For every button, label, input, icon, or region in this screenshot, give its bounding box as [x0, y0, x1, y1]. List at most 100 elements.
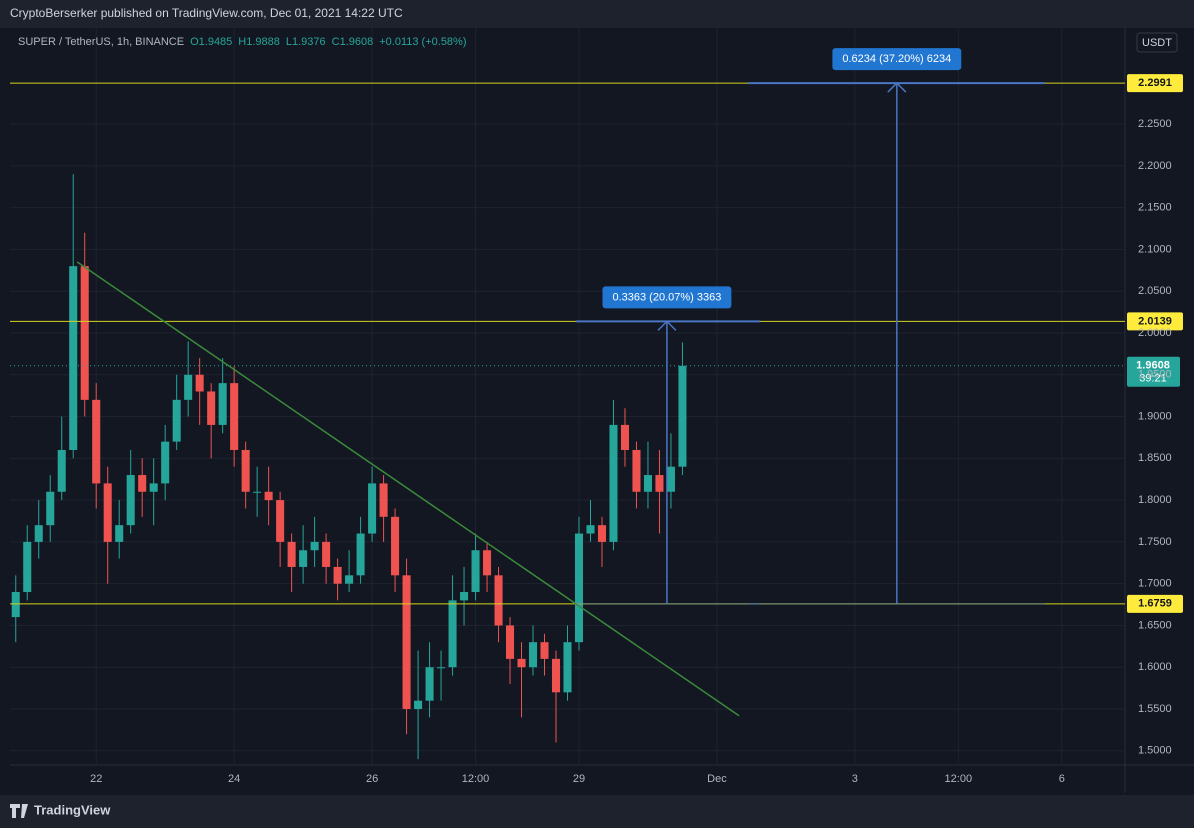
- candle-body: [46, 491, 55, 526]
- candle-body: [368, 483, 377, 534]
- candle-body: [57, 449, 66, 492]
- candle-body: [528, 642, 538, 668]
- candle-body: [506, 625, 515, 659]
- currency-box[interactable]: [1136, 32, 1178, 53]
- candle-body: [287, 541, 296, 567]
- candle-body: [471, 550, 480, 593]
- y-tick-label: 1.5500: [1138, 703, 1172, 715]
- candle-body: [574, 533, 584, 643]
- brand: TradingView: [34, 802, 111, 817]
- candle-body: [92, 399, 101, 484]
- ohlc-value: O1.9485: [190, 36, 232, 48]
- arrow-head: [657, 320, 677, 331]
- candle-body: [437, 667, 446, 669]
- candle-body: [34, 525, 43, 542]
- candle-body: [517, 658, 526, 668]
- candle-body: [253, 491, 262, 493]
- countdown: 39:21: [1139, 373, 1167, 385]
- candle-body: [207, 391, 216, 425]
- candle-body: [172, 399, 181, 442]
- candle-body: [609, 424, 618, 542]
- measure-label-box: [832, 48, 962, 71]
- level-label-box: [1127, 594, 1183, 613]
- y-tick-label: 1.6500: [1138, 619, 1172, 631]
- candle-body: [632, 449, 641, 492]
- level-label: 2.0139: [1138, 315, 1172, 327]
- y-tick-label: 1.8000: [1138, 494, 1172, 506]
- ohlc-value: H1.9888: [238, 36, 280, 48]
- footer-bar: [0, 795, 1194, 828]
- x-tick-label: 6: [1059, 773, 1065, 785]
- y-tick-label: 1.9000: [1138, 410, 1172, 422]
- logo-icon: [10, 804, 28, 818]
- candle-body: [425, 667, 434, 701]
- x-tick-label: 24: [228, 773, 240, 785]
- candle-body: [586, 525, 595, 534]
- candle-body: [551, 658, 561, 693]
- candle-body: [643, 475, 652, 492]
- candle-body: [483, 550, 492, 576]
- x-tick-label: 12:00: [945, 773, 973, 785]
- candle-body: [310, 541, 319, 551]
- candle-body: [345, 575, 354, 584]
- currency[interactable]: USDT: [1142, 37, 1172, 49]
- y-tick-label: 2.2000: [1138, 160, 1172, 172]
- top-bar: [0, 0, 1194, 28]
- candle-body: [563, 642, 572, 693]
- candle-body: [414, 700, 423, 710]
- ohlc-value: +0.0113 (+0.58%): [379, 36, 466, 48]
- y-tick-label: 1.7000: [1138, 578, 1172, 590]
- candle-body: [115, 525, 124, 542]
- x-tick-label: 22: [90, 773, 102, 785]
- candle-body: [218, 383, 227, 425]
- candle-body: [299, 550, 308, 567]
- candle-body: [540, 642, 549, 659]
- candle-body: [103, 483, 112, 542]
- last-price-label: 1.9608: [1136, 360, 1170, 372]
- x-tick-label: Dec: [707, 773, 727, 785]
- trendline: [76, 261, 740, 717]
- candle-body: [264, 491, 273, 501]
- level-label-box: [1127, 74, 1183, 93]
- candle-body: [276, 500, 285, 542]
- candle-body: [391, 516, 400, 576]
- x-tick-label: 29: [573, 773, 585, 785]
- ohlc-value: L1.9376: [286, 36, 326, 48]
- candle-body: [11, 592, 20, 618]
- measure-label: 0.6234 (37.20%) 6234: [842, 53, 951, 65]
- candle-body: [460, 592, 469, 601]
- candle-body: [333, 566, 342, 584]
- x-tick-label: 3: [852, 773, 858, 785]
- y-tick-label: 2.1500: [1138, 202, 1172, 214]
- candle-body: [126, 475, 135, 526]
- ohlc-value: C1.9608: [332, 36, 374, 48]
- candle-body: [161, 441, 170, 484]
- candle-body: [402, 575, 411, 710]
- y-tick-label: 1.5000: [1138, 745, 1172, 757]
- x-tick-label: 12:00: [462, 773, 490, 785]
- candle-body: [620, 424, 629, 450]
- y-tick-label: 2.1000: [1138, 243, 1172, 255]
- candle-body: [322, 541, 331, 567]
- candle-body: [149, 483, 158, 492]
- symbol: SUPER / TetherUS, 1h, BINANCE: [18, 36, 184, 48]
- y-tick-label: 1.6000: [1138, 661, 1172, 673]
- candle-body: [356, 533, 365, 576]
- candle-body: [184, 374, 193, 400]
- candle-body: [69, 266, 78, 450]
- y-tick-label: 2.0000: [1138, 327, 1172, 339]
- y-tick-label: 2.2500: [1138, 118, 1172, 130]
- x-tick-label: 26: [366, 773, 378, 785]
- candle-body: [379, 483, 388, 517]
- y-tick-label: 1.9500: [1138, 369, 1172, 381]
- candle-body: [80, 266, 89, 400]
- candle-body: [138, 475, 147, 492]
- y-tick-label: 1.8500: [1138, 452, 1172, 464]
- candle-body: [23, 541, 32, 593]
- publisher-text: CryptoBerserker published on TradingView…: [10, 6, 403, 20]
- level-label: 2.2991: [1138, 77, 1172, 89]
- measure-label-box: [602, 286, 732, 309]
- candle-body: [666, 466, 675, 492]
- candle-body: [494, 575, 503, 626]
